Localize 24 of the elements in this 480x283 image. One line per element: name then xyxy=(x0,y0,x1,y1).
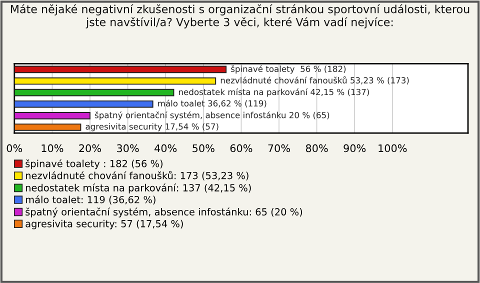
legend-label: nezvládnuté chování fanoušků: 173 (53,23 %) xyxy=(26,170,248,180)
x-tick-label: 0% xyxy=(6,144,22,152)
legend-label: nedostatek místa na parkování: 137 (42,15 %) xyxy=(26,184,251,194)
x-tick-label: 60% xyxy=(230,144,252,152)
data-label: nedostatek místa na parkování 42,15 % (137) xyxy=(179,88,369,97)
x-tick-label: 40% xyxy=(154,144,177,152)
x-tick-label: 90% xyxy=(344,144,366,152)
chart-title: Máte nějaké negativní zkušenosti s organizační stránkou sportovní události, kterou jste navštívil/a? Vyberte 3 věci, které Vám vadí nejvíce: xyxy=(10,4,470,28)
data-label: špatný orientační systém, absence infostánku 20 % (65) xyxy=(94,111,330,120)
x-tick-label: 70% xyxy=(268,144,290,152)
data-label: nezvládnuté chování fanoušků 53,23 % (173) xyxy=(220,76,409,84)
x-tick-label: 80% xyxy=(306,144,328,152)
x-tick-label: 30% xyxy=(117,144,139,152)
legend-label: špatný orientační systém, absence infostánku: 65 (20 %) xyxy=(26,208,302,218)
legend-label: špinavé toalety : 182 (56 %) xyxy=(26,159,162,170)
legend-label: agresivita security: 57 (17,54 %) xyxy=(26,220,183,230)
data-label: špinavé toalety 56 % (182) xyxy=(231,65,346,74)
x-tick-label: 20% xyxy=(79,144,101,152)
x-tick-label: 10% xyxy=(42,144,64,152)
legend-label: málo toalet: 119 (36,62 %) xyxy=(26,195,156,204)
data-label: agresivita security 17,54 % (57) xyxy=(86,123,218,132)
x-tick-label: 50% xyxy=(192,144,214,152)
data-label: málo toalet 36,62 % (119) xyxy=(158,100,266,108)
x-tick-label: 100% xyxy=(378,144,407,152)
